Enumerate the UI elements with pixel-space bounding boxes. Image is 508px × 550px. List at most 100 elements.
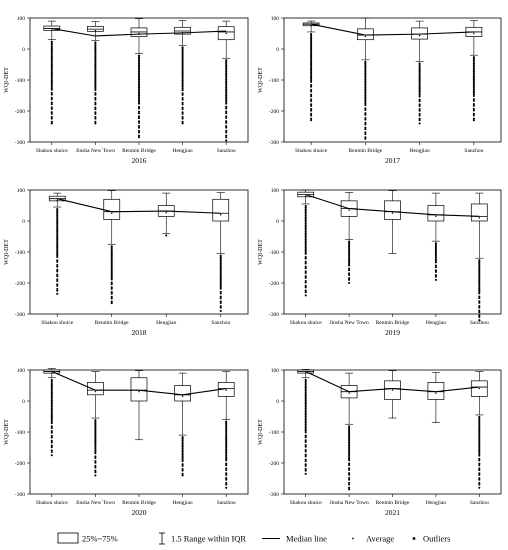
outlier-point (348, 281, 351, 285)
outlier-point (219, 287, 222, 290)
outlier-point (304, 284, 307, 287)
outlier-point (310, 93, 313, 96)
outlier-point (50, 53, 53, 56)
outlier-point (181, 440, 184, 443)
outlier-point (94, 464, 97, 467)
outlier-point (50, 112, 53, 115)
outlier-point (434, 264, 437, 267)
outlier-point (310, 88, 313, 91)
outlier-point (50, 439, 53, 442)
outlier-point (181, 453, 184, 456)
outlier-point (94, 65, 97, 68)
outlier-point (181, 444, 184, 447)
outlier-point (304, 238, 307, 241)
outlier-point (225, 65, 228, 68)
outlier-point (364, 91, 367, 94)
outlier-point (50, 393, 53, 396)
outlier-point (478, 263, 481, 266)
outlier-point (478, 444, 481, 447)
outlier-point (225, 139, 228, 142)
outlier-point (219, 279, 222, 282)
outlier-point (94, 98, 97, 101)
outlier-point (304, 214, 307, 217)
outlier-point (181, 439, 184, 442)
iqr-box (384, 200, 401, 220)
outlier-point (110, 270, 113, 273)
outlier-point (478, 441, 481, 444)
iqr-box (130, 377, 148, 402)
outlier-point (94, 87, 97, 90)
y-tick-label: 100 (271, 188, 280, 194)
outlier-point (137, 110, 141, 113)
outlier-point (478, 452, 481, 456)
outlier-point (304, 381, 307, 384)
outlier-point (225, 472, 228, 475)
outlier-point (304, 271, 307, 275)
outlier-point (418, 119, 421, 122)
outlier-point (304, 267, 307, 270)
outlier-point (225, 126, 228, 129)
outlier-point (364, 60, 367, 63)
outlier-point (304, 222, 307, 225)
outlier-point (56, 225, 59, 228)
outlier-point (110, 249, 113, 253)
outlier-point (94, 447, 97, 450)
y-tick-label: 100 (17, 188, 26, 194)
outlier-point (137, 65, 141, 68)
y-axis-label: WQI-DET (258, 67, 264, 93)
iqr-box (212, 198, 230, 222)
outlier-point (56, 249, 59, 252)
outlier-point (304, 440, 307, 444)
outlier-point (310, 61, 313, 64)
outlier-point (50, 434, 53, 438)
outlier-point (137, 121, 141, 124)
outlier-point (472, 98, 475, 101)
average-point (391, 212, 394, 214)
outlier-point (348, 459, 351, 462)
outlier-point (56, 228, 59, 231)
outlier-point (94, 42, 97, 45)
outlier-point (348, 277, 351, 280)
outlier-point (418, 73, 421, 76)
outlier-point (478, 289, 481, 292)
outlier-point (225, 80, 228, 83)
outlier-point (137, 129, 141, 132)
outlier-point (364, 81, 367, 84)
outlier-point (137, 73, 141, 76)
outlier-point (225, 121, 228, 124)
outlier-point (50, 120, 53, 123)
outlier-point (348, 488, 351, 491)
outlier-point (364, 68, 367, 71)
outlier-point (137, 125, 141, 128)
outlier-point (50, 402, 53, 405)
x-tick-label: Renmin Bridge (376, 320, 410, 326)
outlier-point (418, 86, 421, 89)
outlier-point (50, 446, 53, 449)
outlier-point (94, 53, 97, 57)
outlier-point (348, 441, 351, 444)
outlier-point (225, 70, 228, 73)
outlier-point (137, 69, 141, 72)
outlier-point (348, 425, 351, 428)
outlier-point (219, 295, 222, 298)
outlier-point (364, 65, 367, 68)
outlier-point (418, 93, 421, 97)
outlier-point (304, 289, 307, 292)
outlier-point (434, 259, 437, 262)
outlier-point (181, 437, 184, 440)
outlier-point (137, 62, 141, 65)
average-point (305, 372, 307, 374)
outlier-point (225, 92, 228, 96)
outlier-point (310, 52, 313, 55)
median-line (305, 371, 480, 393)
outlier-point (310, 69, 313, 72)
outlier-point (478, 435, 481, 438)
outlier-point (94, 456, 97, 460)
outlier-point (364, 80, 367, 83)
outlier-point (478, 309, 481, 312)
legend-median-label: Median line (286, 534, 327, 544)
outlier-point (50, 407, 53, 410)
outlier-point (56, 224, 59, 227)
outlier-point (225, 84, 228, 87)
outlier-point (137, 102, 141, 105)
